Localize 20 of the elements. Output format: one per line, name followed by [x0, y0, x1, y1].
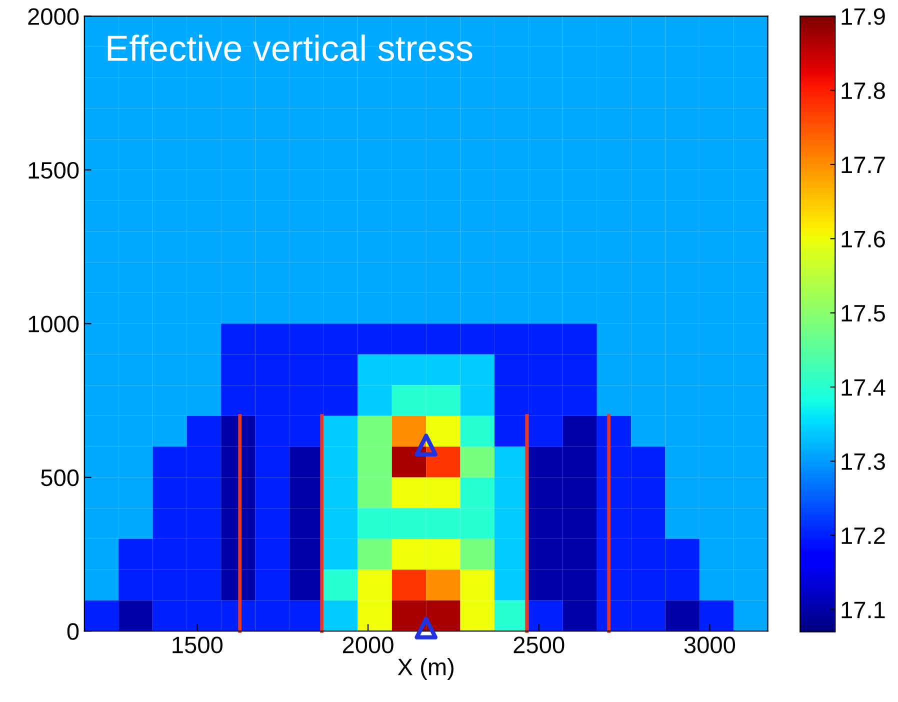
color-bar-label: 17.9 [842, 8, 885, 25]
y-tick-label: 1000 [28, 316, 79, 332]
x-axis-title: X (m) [398, 658, 454, 680]
x-tick-label: 2000 [342, 636, 394, 654]
color-bar-label: 17.2 [842, 527, 885, 544]
color-bar-label: 17.6 [842, 230, 885, 248]
y-tick-label: 2000 [28, 8, 79, 25]
y-tick-label: 0 [67, 623, 79, 640]
x-tick-label: 1500 [172, 636, 223, 654]
color-bar-label: 17.1 [842, 602, 885, 618]
x-tick-label: 3000 [684, 636, 736, 654]
color-bar-label: 17.3 [842, 453, 885, 470]
y-tick-label: 500 [41, 469, 79, 486]
y-tick-label: 1500 [28, 162, 79, 179]
chart-title: Effective vertical stress [108, 34, 472, 62]
color-bar-label: 17.7 [842, 156, 885, 174]
color-bar-label: 17.8 [842, 82, 885, 100]
color-bar-label: 17.4 [842, 379, 886, 396]
x-tick-label: 2500 [514, 636, 564, 654]
color-bar-label: 17.5 [842, 305, 885, 322]
